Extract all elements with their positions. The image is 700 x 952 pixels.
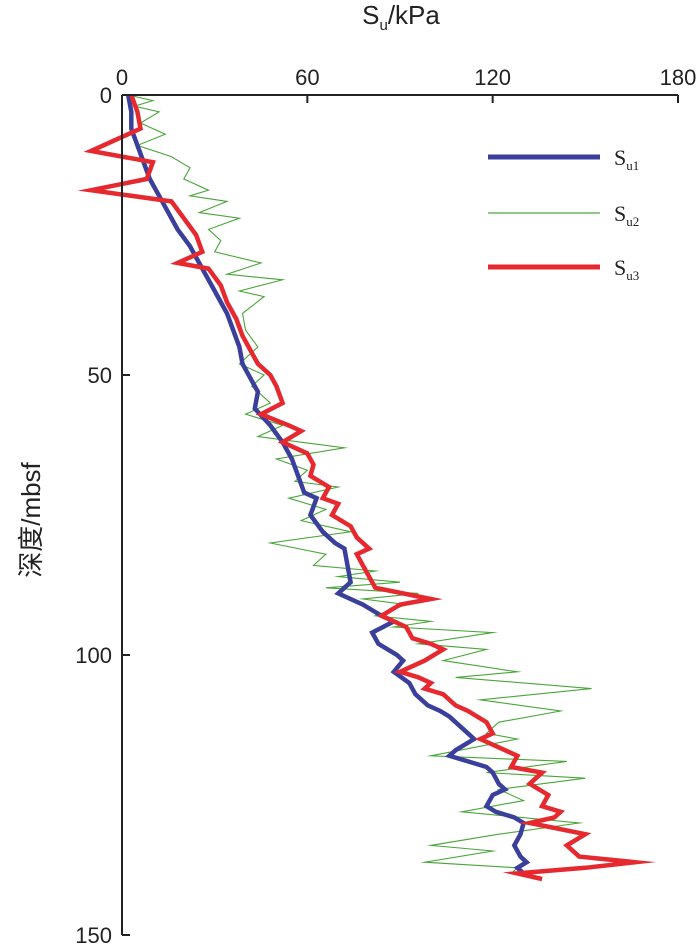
series-line-su3 xyxy=(77,94,656,882)
legend: Su1 Su2 Su3 xyxy=(488,145,639,283)
x-tick-label: 120 xyxy=(474,65,511,90)
legend-label-su1: Su1 xyxy=(614,145,639,173)
y-tick-label: 150 xyxy=(75,923,112,948)
y-ticks: 0 50 100 150 xyxy=(75,83,130,948)
x-axis-title-rest: /kPa xyxy=(388,0,441,30)
x-tick-label: 0 xyxy=(116,65,128,90)
x-ticks: 0 60 120 180 xyxy=(116,65,696,103)
x-axis-title-sub: u xyxy=(379,17,387,34)
x-tick-label: 180 xyxy=(660,65,697,90)
series-line-su1 xyxy=(125,94,531,876)
x-axis-title: Su/kPa xyxy=(362,0,440,34)
y-tick-label: 0 xyxy=(100,83,112,108)
x-tick-label: 60 xyxy=(295,65,319,90)
series-line-su2 xyxy=(128,94,592,874)
y-tick-label: 50 xyxy=(88,363,112,388)
axes: 0 60 120 180 0 50 100 150 xyxy=(75,65,696,948)
y-axis-title: 深度/mbsf xyxy=(16,461,46,577)
y-tick-label: 100 xyxy=(75,643,112,668)
x-axis-title-main: S xyxy=(362,0,379,30)
plot-lines xyxy=(77,94,656,882)
legend-label-su2: Su2 xyxy=(614,201,639,229)
legend-label-su3: Su3 xyxy=(614,255,639,283)
